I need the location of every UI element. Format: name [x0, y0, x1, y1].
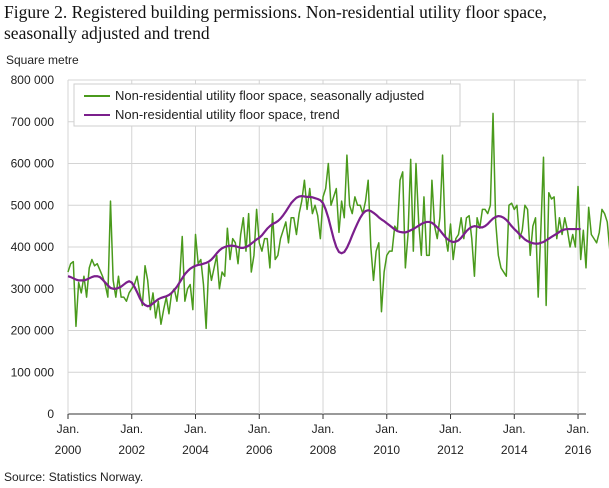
x-tick-label: Jan.	[439, 422, 462, 436]
legend-label-seasonal: Non-residential utility floor space, sea…	[115, 88, 424, 103]
x-tick-label: 2012	[437, 443, 464, 457]
x-tick-label: Jan.	[375, 422, 398, 436]
series-lines	[67, 112, 609, 330]
x-tick-label: Jan.	[248, 422, 271, 436]
y-tick-label: 600 000	[11, 157, 55, 171]
y-tick-label: 400 000	[11, 240, 55, 254]
x-tick-label: 2010	[373, 443, 400, 457]
x-tick-label: Jan.	[567, 422, 590, 436]
x-tick-label: 2002	[118, 443, 145, 457]
x-tick-label: 2006	[246, 443, 273, 457]
x-tick-label: 2004	[182, 443, 209, 457]
x-tick-label: 2014	[501, 443, 528, 457]
y-tick-label: 500 000	[11, 198, 55, 212]
x-tick-label: 2016	[565, 443, 592, 457]
gridlines	[67, 79, 586, 415]
y-tick-label: 0	[47, 407, 54, 421]
x-tick-label: Jan.	[503, 422, 526, 436]
legend-label-trend: Non-residential utility floor space, tre…	[115, 107, 340, 122]
source-note: Source: Statistics Norway.	[4, 470, 144, 484]
chart-title: Figure 2. Registered building permission…	[4, 2, 547, 43]
y-axis-label: Square metre	[6, 53, 79, 67]
y-tick-label: 300 000	[11, 282, 55, 296]
legend: Non-residential utility floor space, sea…	[73, 83, 461, 127]
legend-box	[73, 83, 461, 127]
series-line-seasonal	[67, 112, 609, 330]
y-tick-label: 100 000	[11, 365, 55, 379]
x-tick-label: Jan.	[57, 422, 80, 436]
x-tick-label: Jan.	[312, 422, 335, 436]
x-tick-label: Jan.	[120, 422, 143, 436]
y-tick-label: 700 000	[11, 115, 55, 129]
x-tick-label: Jan.	[184, 422, 207, 436]
x-tick-label: 2008	[310, 443, 337, 457]
y-axis-ticks: 0 100 000 200 000 300 000 400 000 500 000 600 …	[11, 73, 55, 421]
y-tick-label: 200 000	[11, 324, 55, 338]
x-tick-label: 2000	[55, 443, 82, 457]
series-line-trend	[67, 194, 581, 308]
x-axis-ticks: Jan. 2000 Jan. 2002 Jan. 2004 Jan. 2006 Jan. 2008…	[55, 414, 592, 457]
y-tick-label: 800 000	[11, 73, 55, 87]
